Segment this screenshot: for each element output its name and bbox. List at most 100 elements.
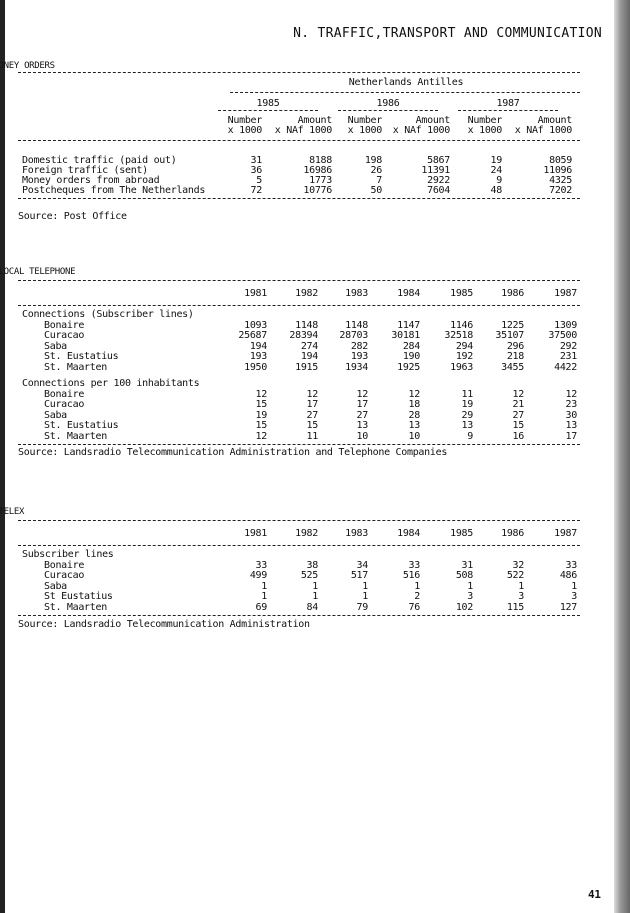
table-cell: 1 bbox=[362, 580, 368, 592]
year-header: 1986 bbox=[501, 288, 524, 299]
dashed-rule bbox=[18, 444, 580, 445]
table-cell: 284 bbox=[402, 340, 420, 352]
table-cell: 69 bbox=[255, 601, 268, 613]
row-label: Curacao bbox=[44, 399, 85, 410]
year-header: 1981 bbox=[244, 288, 267, 299]
table-cell: 231 bbox=[559, 351, 577, 362]
table-cell: 72 bbox=[250, 185, 263, 196]
dashed-rule bbox=[18, 72, 580, 73]
year-header: 1981 bbox=[244, 528, 267, 539]
table-cell: 15 bbox=[255, 420, 268, 431]
table-cell: 274 bbox=[300, 340, 318, 352]
table-cell: 76 bbox=[408, 601, 421, 613]
table-cell: 31 bbox=[250, 155, 263, 166]
table-cell: 499 bbox=[249, 570, 267, 581]
table-cell: 1773 bbox=[309, 175, 332, 186]
table-cell: 3455 bbox=[501, 361, 524, 373]
table-cell: 282 bbox=[350, 340, 368, 352]
table-cell: 294 bbox=[455, 340, 473, 352]
table-cell: 1 bbox=[261, 591, 267, 602]
table-cell: 1146 bbox=[450, 319, 473, 331]
table-cell: 13 bbox=[461, 420, 474, 431]
table-cell: 508 bbox=[455, 570, 473, 581]
table-cell: 21 bbox=[512, 399, 525, 410]
table-cell: 8059 bbox=[549, 155, 572, 166]
page-number: 41 bbox=[588, 888, 601, 901]
table-cell: 23 bbox=[565, 399, 578, 410]
table-cell: 193 bbox=[249, 351, 267, 362]
table-cell: 16 bbox=[512, 430, 525, 442]
table-cell: 15 bbox=[512, 420, 525, 431]
table-cell: 1934 bbox=[345, 361, 368, 373]
table-cell: 29 bbox=[461, 409, 474, 421]
table-cell: 1950 bbox=[244, 361, 267, 373]
section-title: 11. TELEX bbox=[0, 507, 25, 517]
table-cell: 17 bbox=[565, 430, 578, 442]
table-cell: 1148 bbox=[345, 319, 368, 331]
row-label: St. Eustatius bbox=[44, 420, 119, 431]
year-underline bbox=[338, 110, 438, 111]
table-cell: 19 bbox=[461, 399, 474, 410]
column-header: Amount bbox=[537, 115, 573, 126]
table-cell: 1 bbox=[571, 580, 577, 592]
table-cell: 8188 bbox=[309, 155, 332, 166]
table-cell: 32 bbox=[512, 559, 525, 571]
dashed-rule bbox=[18, 520, 580, 521]
table-cell: 2922 bbox=[427, 175, 450, 186]
table-cell: 17 bbox=[306, 399, 319, 410]
year-header: 1986 bbox=[501, 528, 524, 539]
year-header: 1987 bbox=[554, 528, 577, 539]
table-cell: 193 bbox=[350, 351, 368, 362]
page-header: N. TRAFFIC,TRANSPORT AND COMMUNICATION bbox=[293, 26, 602, 41]
dashed-rule bbox=[230, 92, 580, 93]
column-header: x NAf 1000 bbox=[274, 125, 333, 136]
year-header: 1984 bbox=[397, 288, 420, 299]
table-cell: 24 bbox=[490, 165, 503, 176]
table-cell: 28 bbox=[408, 409, 421, 421]
row-label: Postcheques from The Netherlands bbox=[22, 185, 206, 196]
table-cell: 12 bbox=[512, 388, 525, 400]
row-label: Curacao bbox=[44, 570, 85, 581]
table-cell: 1925 bbox=[397, 361, 420, 373]
table-cell: 27 bbox=[356, 409, 369, 421]
table-cell: 12 bbox=[565, 388, 578, 400]
table-cell: 50 bbox=[370, 185, 383, 196]
table-cell: 32518 bbox=[444, 330, 473, 341]
table-cell: 7 bbox=[376, 175, 382, 186]
year-header: 1983 bbox=[345, 528, 368, 539]
year-header: 1985 bbox=[256, 98, 280, 109]
table-cell: 198 bbox=[364, 155, 382, 166]
column-header: Amount bbox=[297, 115, 333, 126]
region-header: Netherlands Antilles bbox=[348, 77, 464, 88]
row-label: Bonaire bbox=[44, 388, 85, 400]
year-header: 1985 bbox=[450, 288, 473, 299]
table-cell: 17 bbox=[356, 399, 369, 410]
table-cell: 19 bbox=[255, 409, 268, 421]
table-cell: 27 bbox=[306, 409, 319, 421]
table-cell: 525 bbox=[300, 570, 318, 581]
dashed-rule bbox=[18, 545, 580, 546]
table-cell: 30 bbox=[565, 409, 578, 421]
table-cell: 102 bbox=[455, 601, 473, 613]
year-header: 1982 bbox=[295, 288, 318, 299]
table-cell: 31 bbox=[461, 559, 474, 571]
scan-border-left bbox=[0, 0, 5, 913]
section-title: 9. MONEY ORDERS bbox=[0, 61, 55, 71]
table-cell: 9 bbox=[467, 430, 473, 442]
group-label: Connections (Subscriber lines) bbox=[22, 309, 194, 320]
table-cell: 1915 bbox=[295, 361, 318, 373]
table-cell: 12 bbox=[356, 388, 369, 400]
table-cell: 19 bbox=[490, 155, 503, 166]
table-cell: 1 bbox=[312, 580, 318, 592]
table-cell: 1 bbox=[261, 580, 267, 592]
source-note: Source: Landsradio Telecommunication Adm… bbox=[18, 447, 448, 458]
row-label: Bonaire bbox=[44, 559, 85, 571]
column-header: Amount bbox=[415, 115, 451, 126]
row-label: St Eustatius bbox=[44, 591, 113, 602]
table-cell: 522 bbox=[506, 570, 524, 581]
table-cell: 516 bbox=[402, 570, 420, 581]
table-cell: 12 bbox=[255, 430, 268, 442]
table-cell: 5 bbox=[256, 175, 262, 186]
year-header: 1987 bbox=[554, 288, 577, 299]
row-label: Foreign traffic (sent) bbox=[22, 165, 148, 176]
